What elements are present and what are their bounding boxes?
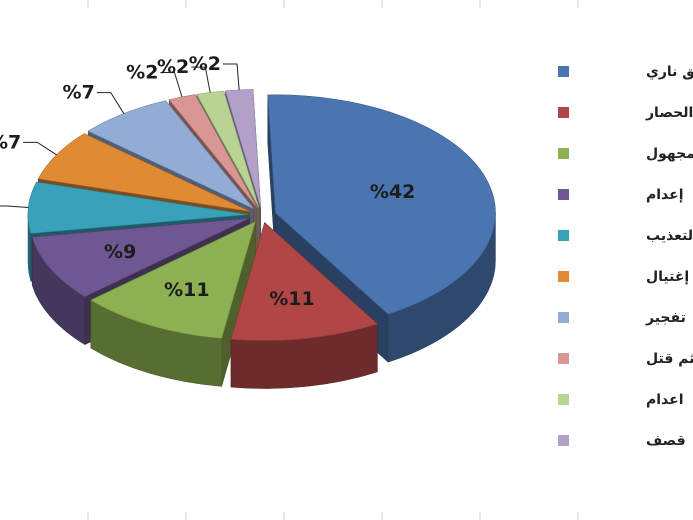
legend-label: اعدام [646, 392, 684, 408]
data-label-قصف: %2 [189, 53, 221, 75]
data-label-خطف-ثم-قتل: %2 [126, 61, 158, 83]
slice-top [87, 100, 254, 210]
legend-swatch [558, 312, 569, 323]
legend-swatch [558, 189, 569, 200]
slice-مجهول [90, 221, 256, 387]
legend-item-قصف: قصف [558, 433, 686, 449]
data-label-إعدام: %9 [104, 241, 136, 263]
legend-swatch [558, 394, 569, 405]
slice-top [31, 218, 250, 297]
legend-label: إعدام [646, 187, 684, 203]
leader-تحت-التعذيب [0, 205, 29, 209]
slice-top [27, 181, 249, 234]
data-label-تفجير: %7 [63, 82, 95, 104]
legend-item-إغتيال: إغتيال [558, 269, 689, 285]
leader-اعدام [191, 66, 211, 93]
legend-item-إعدام: إعدام [558, 187, 684, 203]
legend-item-طلق-ناري: طلق ناري [558, 64, 693, 81]
slice-top [230, 222, 378, 341]
legend-item-اعدام: اعدام [558, 392, 684, 408]
legend-swatch [558, 107, 569, 118]
legend-swatch [558, 435, 569, 446]
slice-top [225, 89, 261, 208]
leader-خطف-ثم-قتل [160, 71, 183, 98]
leader-lines [0, 63, 240, 209]
data-label-اعدام: %2 [157, 56, 189, 78]
leader-تفجير [96, 92, 125, 114]
legend-swatch [558, 353, 569, 364]
data-label-طلق-ناري: %42 [370, 181, 415, 203]
slice-top [37, 133, 250, 212]
legend-swatch [558, 230, 569, 241]
legend-swatch [558, 271, 569, 282]
legend-item-تحت-التعذيب: تحت التعذيب [558, 228, 693, 244]
leader-إغتيال [23, 141, 57, 156]
data-label-إغتيال: %7 [0, 131, 21, 153]
legend-label: تحت التعذيب [646, 228, 693, 244]
pie-slices [27, 89, 496, 389]
legend-item-خطف-ثم-قتل: خطف ثم قتل [558, 351, 693, 367]
legend-label: ضحايا الحصار [645, 105, 693, 121]
slice-top [168, 94, 258, 208]
legend-swatch [558, 148, 569, 159]
legend-label: مجهول [646, 146, 693, 162]
legend-label: خطف ثم قتل [646, 351, 693, 367]
leader-قصف [223, 63, 240, 90]
slice-ضحايا-الحصار [230, 221, 378, 389]
legend-label: طلق ناري [646, 64, 693, 81]
data-label-ضحايا-الحصار: %11 [269, 288, 314, 310]
legend-swatch [558, 66, 569, 77]
legend-item-مجهول: مجهول [558, 146, 693, 162]
legend: طلق ناري ضحايا الحصار مجهول إعدام تحت التعذي… [558, 64, 693, 449]
slice-top [267, 94, 496, 315]
legend-item-تفجير: تفجير [558, 310, 686, 326]
slice-top [90, 221, 256, 339]
grid-ticks [87, 0, 579, 520]
legend-label: قصف [646, 433, 686, 449]
legend-item-ضحايا-الحصار: ضحايا الحصار [558, 105, 693, 121]
legend-label: تفجير [645, 310, 686, 326]
data-labels: %42%11%11%9%7%7%7%2%2%2 [0, 53, 415, 310]
legend-label: إغتيال [646, 269, 689, 285]
data-label-مجهول: %11 [164, 279, 209, 301]
